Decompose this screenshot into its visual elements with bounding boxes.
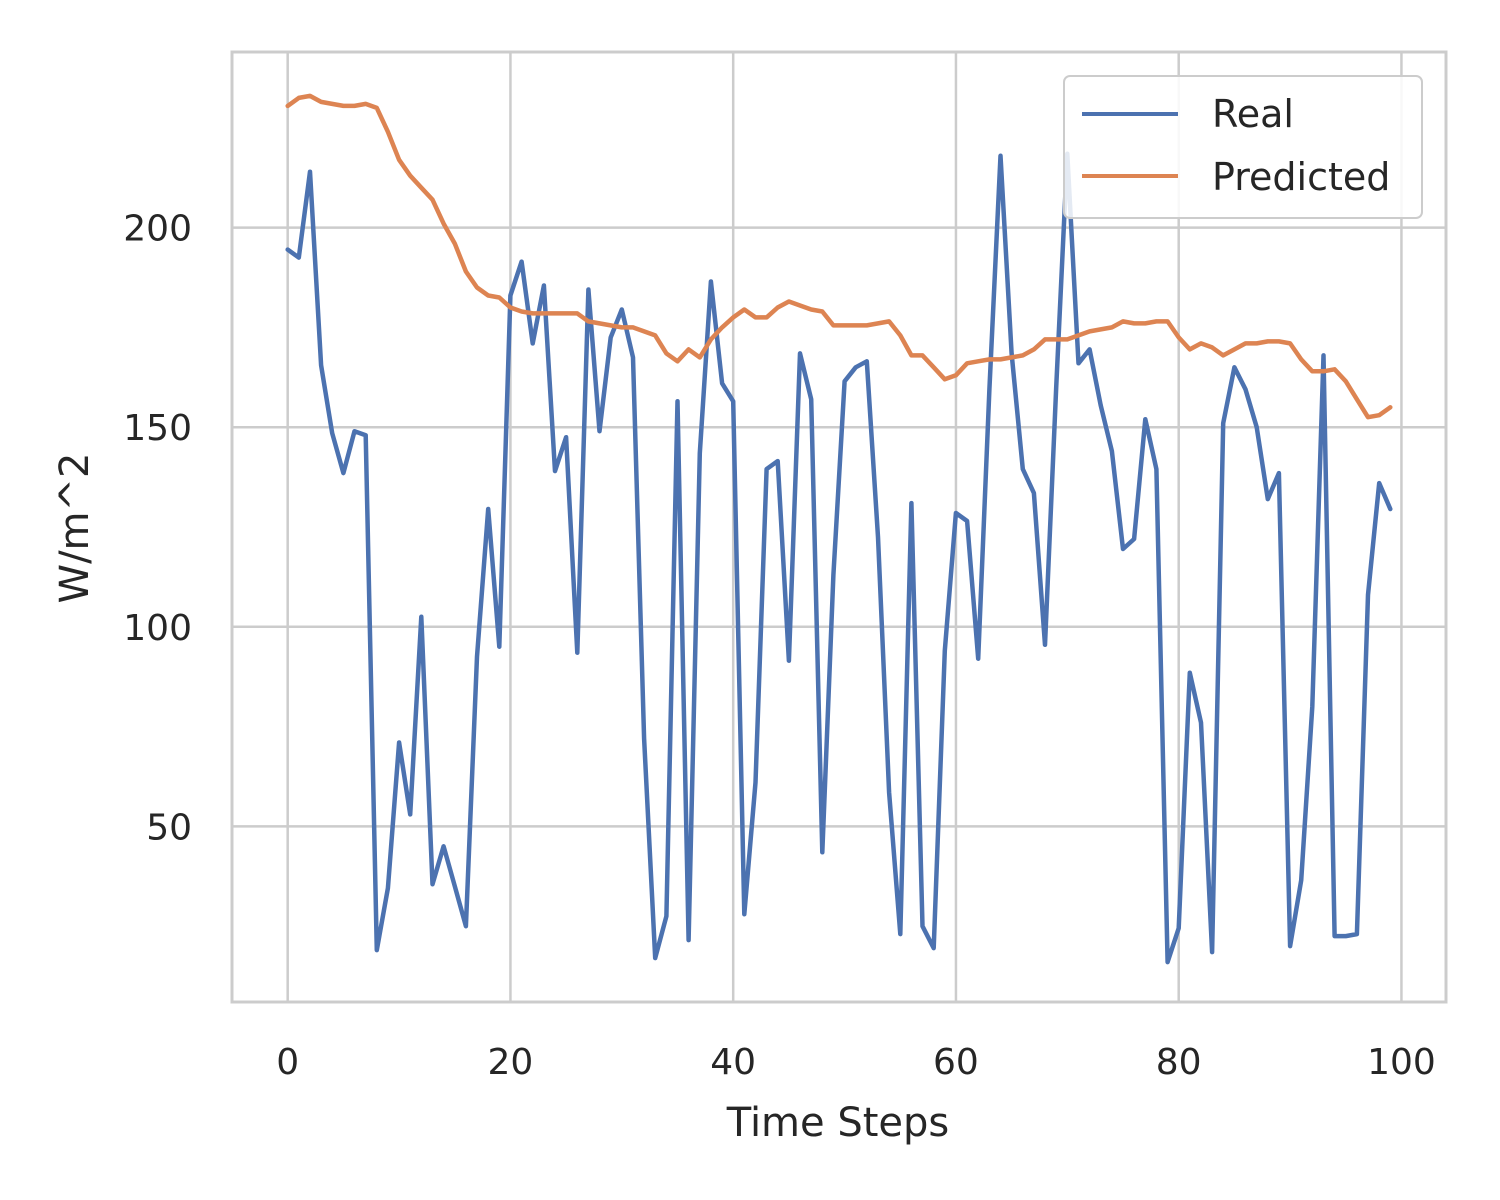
y-tick-label: 150 (123, 408, 192, 449)
legend: Real Predicted (1063, 75, 1423, 219)
series-layer (285, 93, 1393, 965)
x-tick-label: 100 (1367, 1042, 1436, 1083)
x-tick-labels: 0 20 40 60 80 100 (276, 1042, 1436, 1083)
y-tick-label: 200 (123, 209, 192, 250)
legend-label-real: Real (1212, 92, 1294, 136)
y-tick-labels: 50 100 150 200 (123, 209, 192, 849)
x-tick-label: 0 (276, 1042, 299, 1083)
x-tick-label: 80 (1156, 1042, 1202, 1083)
legend-box (1063, 75, 1423, 219)
x-axis-label: Time Steps (726, 1100, 950, 1146)
x-tick-label: 60 (933, 1042, 979, 1083)
y-axis-label: W/m^2 (52, 453, 98, 604)
x-tick-label: 40 (710, 1042, 756, 1083)
legend-label-predicted: Predicted (1212, 155, 1390, 199)
y-tick-label: 50 (146, 807, 192, 848)
plot-frame (230, 50, 1448, 1004)
series-line-predicted (285, 93, 1393, 420)
y-tick-label: 100 (123, 608, 192, 649)
grid-lines (232, 52, 1446, 1002)
x-tick-label: 20 (488, 1042, 534, 1083)
series-line-real (285, 151, 1393, 965)
